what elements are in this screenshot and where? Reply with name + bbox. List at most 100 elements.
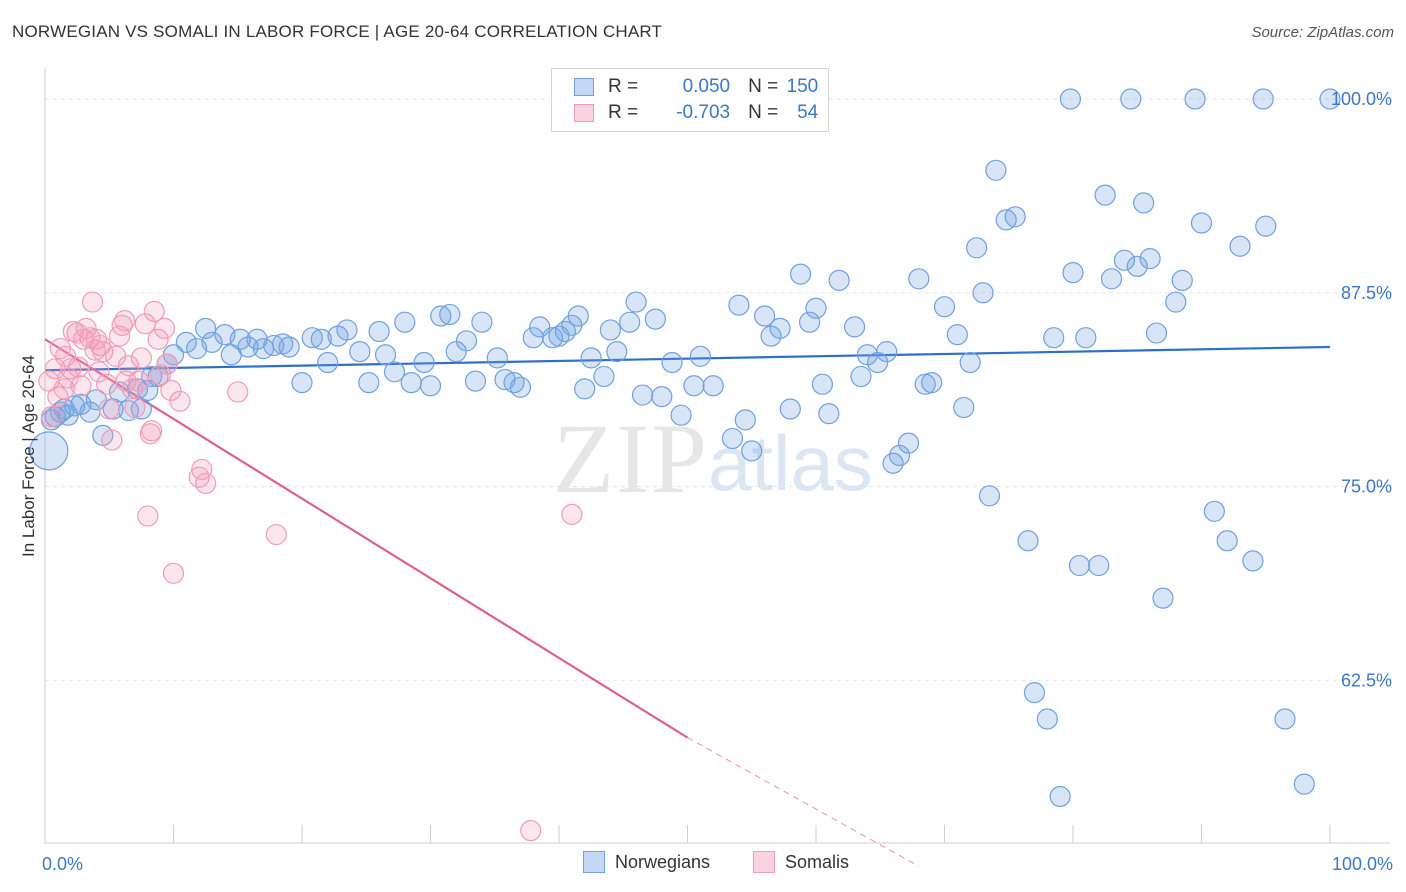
- series-swatch-norwegians: [583, 851, 605, 873]
- axes: [44, 68, 1390, 844]
- data-point: [850, 365, 872, 388]
- data-point: [108, 381, 131, 403]
- y-tick-label: 75.0%: [1341, 477, 1392, 497]
- data-point: [143, 300, 165, 322]
- data-point: [651, 386, 673, 408]
- data-point: [317, 351, 339, 374]
- trend-line: [44, 338, 689, 739]
- data-point: [689, 345, 711, 367]
- data-point: [195, 317, 217, 339]
- legend-n-label: N =: [748, 76, 779, 97]
- data-point: [946, 324, 968, 346]
- data-point: [98, 398, 120, 420]
- data-point: [972, 282, 994, 304]
- data-point: [358, 372, 380, 394]
- data-point: [114, 310, 136, 332]
- data-point: [606, 341, 628, 363]
- data-point: [818, 403, 840, 425]
- data-point: [1068, 554, 1091, 577]
- y-axis-title: In Labor Force | Age 20-64: [19, 355, 38, 557]
- trend-lines: [44, 338, 1331, 867]
- data-point: [753, 305, 776, 327]
- data-point: [779, 398, 801, 420]
- data-point: [1036, 708, 1058, 730]
- data-point: [661, 351, 683, 374]
- data-point: [265, 523, 287, 546]
- data-point: [40, 406, 63, 428]
- data-point: [89, 334, 111, 357]
- data-point: [897, 432, 920, 454]
- data-point: [670, 404, 692, 426]
- data-point: [383, 361, 406, 383]
- x-tick-label: 100.0%: [1332, 854, 1393, 874]
- data-point: [644, 308, 666, 330]
- data-point: [593, 365, 615, 388]
- series-name-norwegians: Norwegians: [615, 851, 711, 872]
- data-point: [439, 303, 461, 326]
- data-point: [843, 316, 866, 338]
- data-point: [1023, 682, 1046, 704]
- data-point: [580, 347, 602, 369]
- data-point: [278, 336, 300, 358]
- data-point: [1145, 322, 1168, 344]
- data-point: [175, 331, 197, 353]
- data-point: [1100, 268, 1123, 290]
- data-point: [1049, 785, 1071, 808]
- data-point: [394, 311, 416, 333]
- data-point: [619, 311, 641, 333]
- data-point: [188, 466, 210, 488]
- data-point: [1229, 235, 1251, 257]
- data-point: [227, 381, 249, 403]
- data-point: [29, 431, 69, 471]
- data-point: [137, 505, 159, 527]
- legend-r-value: -0.703: [676, 102, 731, 123]
- data-point: [574, 378, 596, 400]
- data-point: [336, 319, 358, 341]
- data-point: [349, 341, 371, 363]
- data-point: [921, 372, 943, 394]
- data-point: [811, 373, 834, 395]
- data-point: [1171, 269, 1193, 291]
- data-point: [1293, 773, 1315, 795]
- data-point: [631, 384, 654, 406]
- data-point: [1126, 255, 1148, 277]
- data-point: [169, 390, 191, 412]
- data-point: [1274, 708, 1296, 730]
- data-point: [455, 330, 478, 352]
- y-tick-label: 87.5%: [1341, 283, 1392, 303]
- watermark-zip: ZIP: [553, 403, 709, 514]
- legend-r-label: R =: [608, 76, 639, 97]
- data-point: [1252, 88, 1274, 110]
- series-legend-somalis: Somalis: [753, 851, 849, 873]
- data-point: [117, 355, 140, 377]
- data-point: [237, 336, 259, 358]
- data-point: [1242, 550, 1264, 572]
- data-point: [509, 376, 532, 398]
- series-name-somalis: Somalis: [785, 851, 850, 872]
- data-point: [520, 819, 542, 842]
- trend-line-extension: [687, 737, 920, 867]
- legend-swatch-norwegians: [574, 78, 594, 96]
- data-point: [702, 375, 724, 397]
- data-point: [1203, 500, 1225, 522]
- data-point: [805, 297, 827, 319]
- data-point: [798, 311, 821, 333]
- data-point: [541, 327, 564, 349]
- data-point: [374, 344, 397, 366]
- data-point: [985, 159, 1007, 181]
- data-point: [1190, 212, 1213, 234]
- chart-title: NORWEGIAN VS SOMALI IN LABOR FORCE | AGE…: [12, 22, 663, 41]
- data-point: [1133, 192, 1155, 214]
- stats-legend: R = 0.050 N = 150 R = -0.703 N = 54: [551, 68, 829, 132]
- data-point: [1075, 327, 1097, 349]
- data-point: [115, 370, 137, 392]
- data-point: [978, 485, 1001, 507]
- data-point: [1184, 88, 1206, 110]
- data-point: [368, 320, 390, 343]
- watermark-atlas: atlas: [708, 419, 873, 507]
- data-point: [966, 237, 988, 259]
- data-point: [1255, 215, 1277, 237]
- data-point: [959, 351, 981, 374]
- data-point: [70, 375, 92, 397]
